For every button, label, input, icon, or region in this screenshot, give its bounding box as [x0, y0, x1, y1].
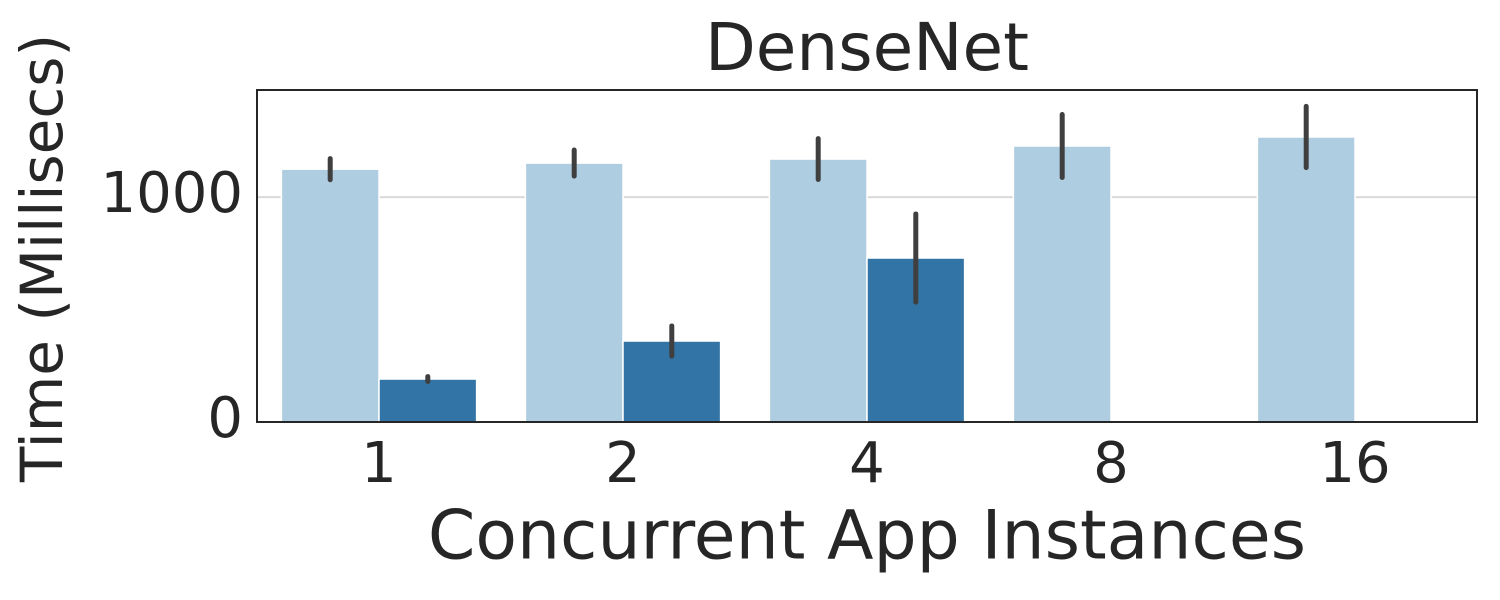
bar	[1012, 145, 1112, 423]
y-tick-label: 0	[207, 386, 243, 451]
bar	[280, 168, 380, 423]
x-tick-label: 8	[1093, 431, 1129, 496]
bar	[768, 158, 868, 423]
bar	[524, 162, 624, 423]
x-tick-label: 16	[1319, 431, 1390, 496]
bar	[378, 378, 478, 423]
x-tick-label: 2	[605, 431, 641, 496]
bar	[1256, 136, 1356, 423]
chart-title: DenseNet	[705, 9, 1029, 86]
y-tick-label: 1000	[100, 161, 243, 226]
y-axis-label: Time (Millisecs)	[8, 34, 76, 483]
plot-frame	[256, 89, 1478, 423]
x-axis-label: Concurrent App Instances	[428, 497, 1306, 576]
x-tick-label: 4	[849, 431, 885, 496]
x-tick-label: 1	[361, 431, 397, 496]
